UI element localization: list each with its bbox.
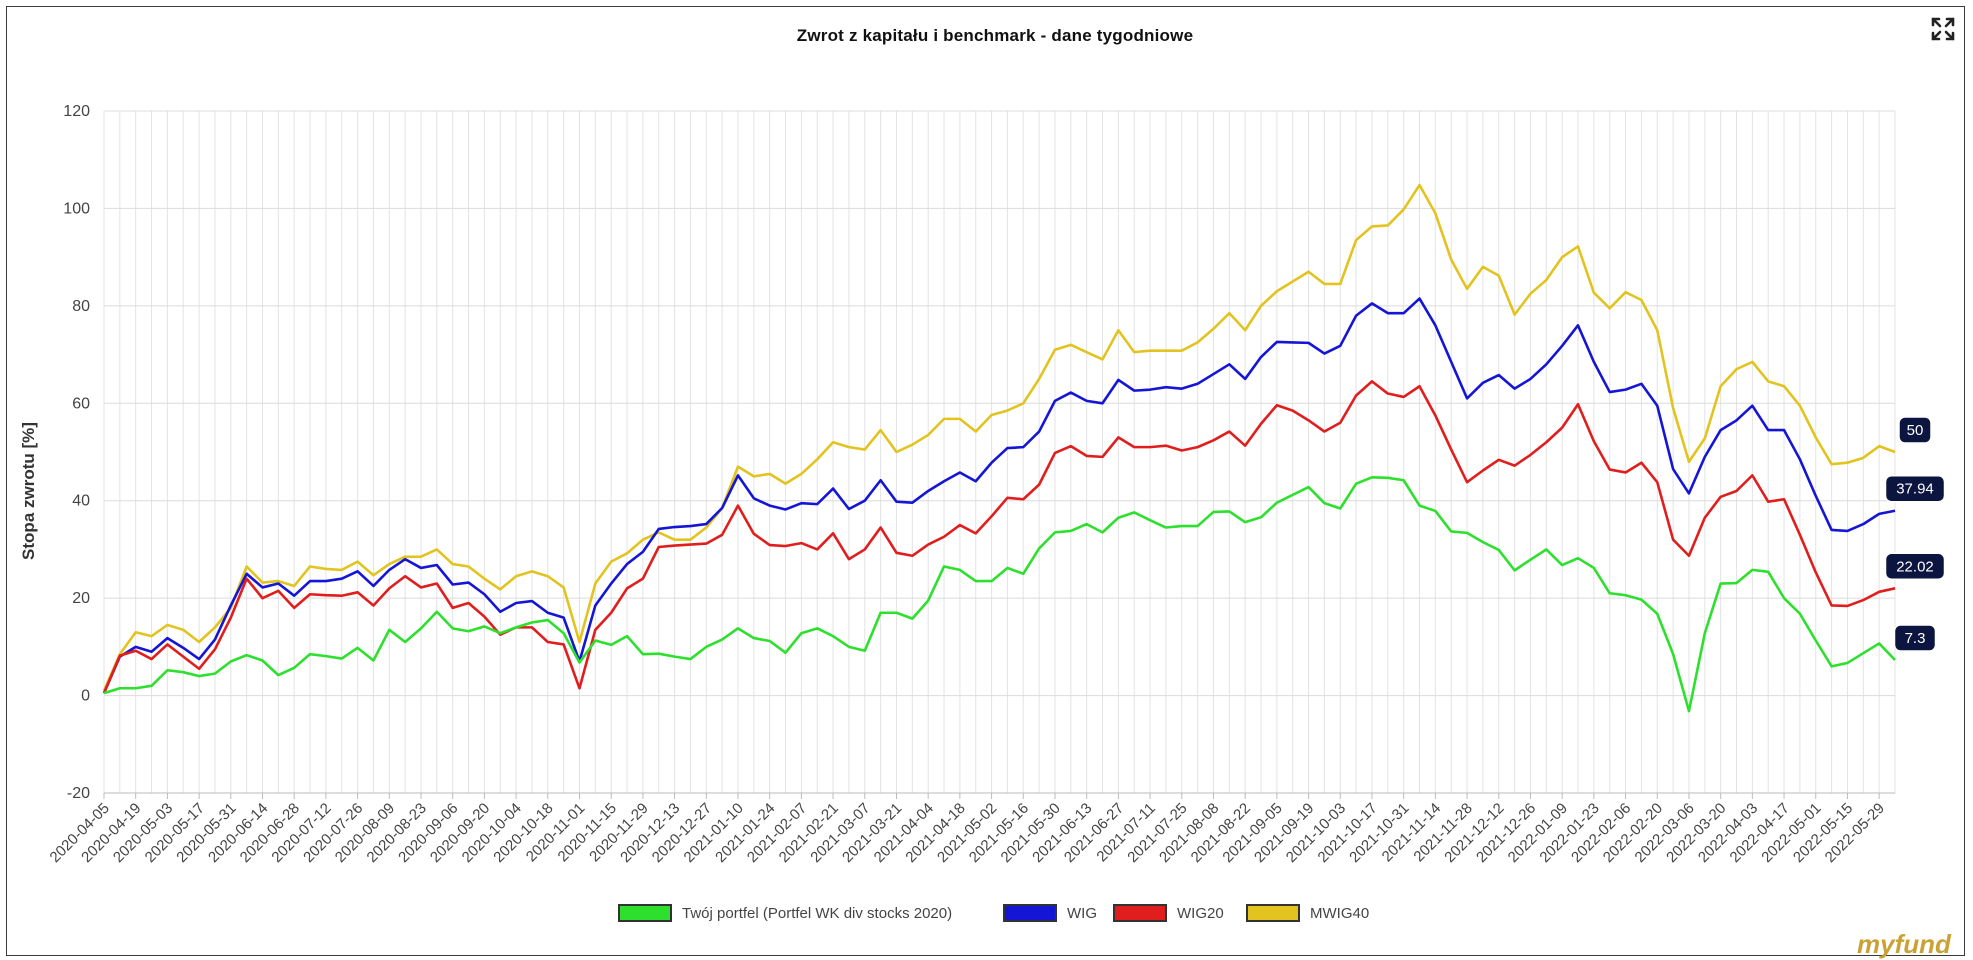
- end-value-label: 7.3: [1905, 630, 1926, 647]
- series-line-portfolio: [103, 476, 1896, 713]
- y-tick-label: 20: [72, 590, 90, 607]
- y-tick-label: 40: [72, 493, 90, 510]
- brand-logo: myfund: [1857, 929, 1951, 959]
- series-line-wig20: [102, 380, 1896, 694]
- legend-swatch: [1113, 904, 1167, 922]
- legend-item[interactable]: Twój portfel (Portfel WK div stocks 2020…: [618, 902, 952, 924]
- end-value-badge: [1884, 552, 1946, 581]
- y-tick-label: -20: [67, 785, 90, 802]
- y-tick-label: 0: [81, 688, 90, 705]
- legend-item[interactable]: WIG20: [1113, 902, 1224, 924]
- end-value-label: 22.02: [1896, 558, 1934, 575]
- legend-swatch: [1246, 904, 1300, 922]
- chart-title: Zwrot z kapitału i benchmark - dane tygo…: [796, 26, 1194, 45]
- legend-swatch: [618, 904, 672, 922]
- end-value-badge: [1898, 416, 1932, 444]
- y-tick-label: 100: [63, 200, 90, 217]
- legend-label: MWIG40: [1310, 904, 1370, 922]
- end-value-label: 37.94: [1896, 481, 1934, 498]
- legend-item[interactable]: WIG: [1003, 902, 1097, 924]
- end-value-label: 50: [1907, 422, 1924, 439]
- end-value-badge: [1884, 474, 1946, 503]
- legend-label: Twój portfel (Portfel WK div stocks 2020…: [682, 904, 953, 922]
- y-tick-label: 120: [63, 103, 90, 120]
- y-axis-label: Stopa zwrotu [%]: [19, 422, 38, 560]
- legend-swatch: [1003, 904, 1057, 922]
- series-line-mwig40: [102, 183, 1896, 692]
- y-tick-label: 60: [72, 395, 90, 412]
- legend-label: WIG20: [1177, 904, 1224, 922]
- chart-frame: [6, 6, 1965, 956]
- legend-item[interactable]: MWIG40: [1246, 902, 1369, 924]
- end-value-badge: [1893, 624, 1937, 652]
- expand-arrows-icon[interactable]: [1930, 16, 1956, 42]
- legend-label: WIG: [1067, 904, 1097, 922]
- series-line-wig: [102, 297, 1896, 694]
- y-tick-label: 80: [72, 298, 90, 315]
